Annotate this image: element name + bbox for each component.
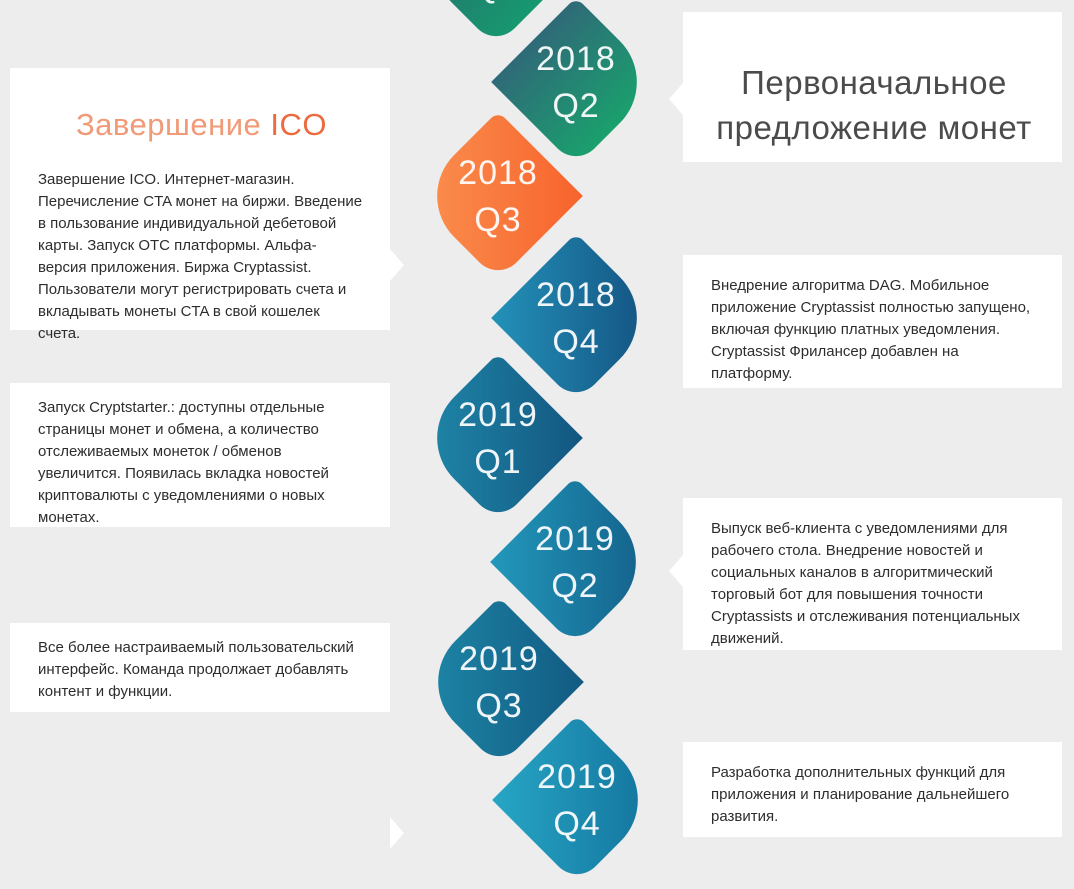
node-label: 2018 Q2 [516,22,636,142]
node-label: 2019 Q1 [438,378,558,498]
node-year: 2019 [459,639,539,678]
node-year: 2019 [537,757,617,796]
node-label: 2018 Q1 [436,0,556,22]
card-2019-q2: Выпуск веб-клиента с уведомлениями для р… [683,498,1062,650]
node-quarter: Q4 [553,804,601,843]
node-quarter: Q3 [475,686,523,725]
node-label: 2019 Q4 [517,740,637,860]
card-pointer-left [669,555,683,587]
card-2018-q4: Внедрение алгоритма DAG. Мобильное прило… [669,255,1062,587]
card-2019-q1: Запуск Cryptstarter.: доступны отдельные… [10,383,404,849]
card-title-accent: ICO [270,107,328,142]
node-year: 2018 [458,153,538,192]
card-body: Завершение ICO. Интернет-магазин. Перечи… [38,171,363,343]
node-quarter: Q2 [551,566,599,605]
card-body: Выпуск веб-клиента с уведомлениями для р… [711,520,1020,647]
node-quarter: Q1 [474,442,522,481]
card-pointer-right [390,249,404,281]
node-year: 2018 [536,275,616,314]
card-2019-q4: Разработка дополнительных функций для пр… [683,742,1062,837]
card-title: Завершение ICO [38,107,365,142]
card-body: Запуск Cryptstarter.: доступны отдельные… [38,399,329,526]
node-quarter: Q1 [472,0,519,4]
node-label: 2019 Q2 [515,502,635,622]
card-2019-q3: Все более настраиваемый пользовательский… [10,623,390,712]
node-quarter: Q4 [552,322,600,361]
card-title: Первоначальное предложение монет [716,64,1032,146]
node-year: 2019 [535,519,615,558]
node-label: 2019 Q3 [439,622,559,742]
node-quarter: Q3 [474,200,522,239]
card-title-light: Завершение [75,107,262,142]
card-body: Все более настраиваемый пользовательский… [38,639,354,700]
card-body: Разработка дополнительных функций для пр… [711,764,1010,825]
card-pointer-left [669,83,683,115]
node-label: 2018 Q4 [516,258,636,378]
card-body: Внедрение алгоритма DAG. Мобильное прило… [711,277,1031,382]
card-ico-completion: Завершение ICO Завершение ICO. Интернет-… [10,68,404,342]
card-pointer-right [390,817,404,849]
node-quarter: Q2 [552,86,600,125]
node-label: 2018 Q3 [438,136,558,256]
node-year: 2019 [458,395,538,434]
timeline-node-2019-q4: 2019 Q4 [492,715,662,885]
card-initial-coin-offering: Первоначальное предложение монет [669,12,1062,162]
node-year: 2018 [536,39,616,78]
